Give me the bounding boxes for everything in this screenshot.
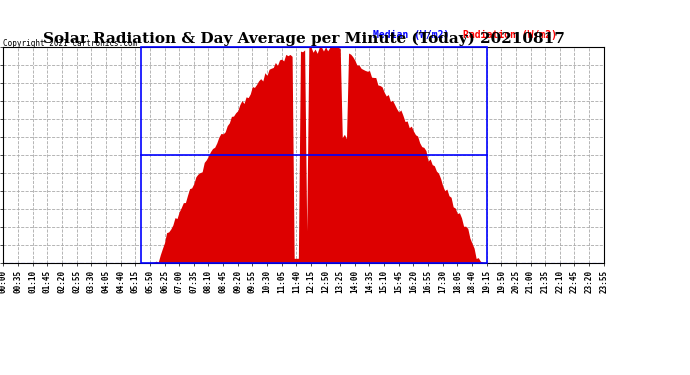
Text: Radiation (W/m2): Radiation (W/m2) xyxy=(463,30,557,40)
Text: Median (W/m2): Median (W/m2) xyxy=(373,30,449,40)
Bar xyxy=(141,47,486,262)
Text: Copyright 2021 Cartronics.com: Copyright 2021 Cartronics.com xyxy=(3,39,137,48)
Title: Solar Radiation & Day Average per Minute (Today) 20210817: Solar Radiation & Day Average per Minute… xyxy=(43,32,564,46)
